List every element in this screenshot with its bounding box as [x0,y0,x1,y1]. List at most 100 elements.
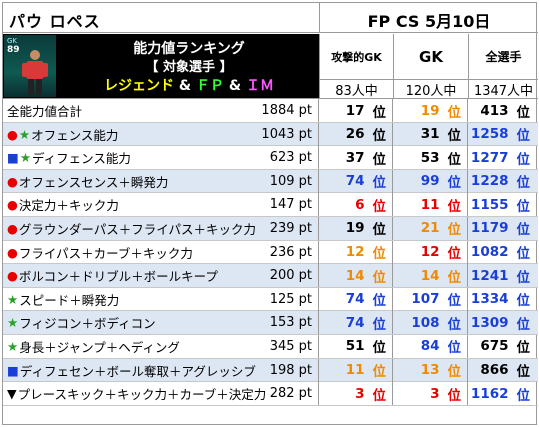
rank-gk: 53 位 [393,146,468,170]
row-label: ▼ プレースキック＋キック力＋カーブ＋決定力 [7,382,266,405]
square-icon: ■ [7,362,19,378]
table-row: ● 決定力＋キック力 147 pt 6 位 11 位 1155 位 [3,193,538,217]
row-value: 239 pt [253,216,319,240]
row-label: ★ 身長＋ジャンプ＋ヘディング [7,335,257,358]
rank-gk: 13 位 [393,358,468,382]
table-row: ● オフェンスセンス＋瞬発力 109 pt 74 位 99 位 1228 位 [3,169,538,194]
row-label-text: ディフェセン＋ボール奪取＋アグレッシブ [19,363,256,379]
row-label-text: グラウンダーパス＋フライパス＋キック力 [18,221,257,237]
row-label-text: ディフェンス能力 [32,151,131,167]
row-label-text: オフェンスセンス＋瞬発力 [18,174,169,190]
rank-attacking-gk: 14 位 [319,264,393,288]
ranking-rows: 全能力値合計 1884 pt 17 位 19 位 413 位 ● ★ オフェンス能力 1043 pt 2… [3,99,538,406]
row-label: ● フライパス＋カーブ＋キック力 [7,241,257,264]
col-header-attacking-gk: 攻撃的GK [319,34,393,79]
row-label: ★ スピード＋瞬発力 [7,288,257,311]
circle-icon: ● [7,126,18,142]
rank-all-players: 866 位 [480,362,530,381]
header-separator [3,98,538,99]
rank-all-players: 1082 位 [470,244,530,263]
rank-gk: 99 位 [393,169,468,193]
rank-all-players: 1228 位 [470,173,530,192]
rank-all-players: 1258 位 [470,126,530,145]
circle-icon: ● [7,197,18,213]
row-value: 109 pt [253,169,319,193]
table-row: ★ スピード＋瞬発力 125 pt 74 位 107 位 1334 位 [3,287,538,312]
row-label-text: 身長＋ジャンプ＋ヘディング [19,339,180,355]
table-row: ● グラウンダーパス＋フライパス＋キック力 239 pt 19 位 21 位 1179 位 [3,216,538,241]
card-position: GK [7,37,18,45]
table-row: ★ 身長＋ジャンプ＋ヘディング 345 pt 51 位 84 位 675 位 [3,334,538,359]
table-row: 全能力値合計 1884 pt 17 位 19 位 413 位 [3,99,538,123]
row-label-text: オフェンス能力 [31,127,119,143]
circle-icon: ● [7,244,18,260]
target-amp-1: & [174,78,196,94]
row-label-text: 決定力＋キック力 [18,198,119,214]
rank-all-players: 1155 位 [470,196,530,215]
circle-icon: ● [7,268,18,284]
rank-attacking-gk: 51 位 [319,334,393,358]
row-value: 153 pt [253,311,319,335]
table-row: ● ★ オフェンス能力 1043 pt 26 位 31 位 1258 位 [3,122,538,147]
target-legend: レジェンド [104,78,175,94]
rank-all-players: 1277 位 [470,149,530,168]
col-header-all-players: 全選手 [468,34,538,79]
row-label: ● ボルコン＋ドリブル＋ボールキープ [7,264,257,287]
row-value: 198 pt [253,358,319,382]
col-count-gk: 120人中 [393,79,468,99]
row-value: 1043 pt [253,122,319,146]
row-label-text: スピード＋瞬発力 [19,292,120,308]
title-banner: GK 89 能力値ランキング 【 対象選手 】 レジェンド & ＦＰ & ＩＭ [3,34,319,98]
rank-attacking-gk: 12 位 [319,240,393,264]
circle-icon: ● [7,220,18,236]
col-header-gk: GK [393,34,468,79]
rank-all-players: 413 位 [480,102,530,121]
rank-attacking-gk: 17 位 [319,99,393,122]
circle-icon: ● [7,173,18,189]
rank-gk: 12 位 [393,240,468,264]
row-label: ■ ★ ディフェンス能力 [7,146,257,169]
star-icon: ★ [7,338,19,354]
rank-all-players: 1179 位 [470,220,530,239]
rank-gk: 21 位 [393,216,468,240]
table-row: ▼ プレースキック＋キック力＋カーブ＋決定力 282 pt 3 位 3 位 1162 位 [3,382,538,406]
header-bar: パウ ロペス FP CS 5月10日 [3,3,538,33]
triangle-down-icon: ▼ [7,386,17,402]
row-value: 236 pt [253,240,319,264]
row-label: ● グラウンダーパス＋フライパス＋キック力 [7,217,257,240]
row-value: 282 pt [253,382,319,406]
header-divider [319,3,320,33]
target-fp: ＦＰ [196,78,224,94]
banner-subtitle: 【 対象選手 】 [145,60,233,75]
row-label: ● オフェンスセンス＋瞬発力 [7,170,257,193]
star-icon: ★ [7,291,19,307]
edition-label: FP CS 5月10日 [367,12,491,31]
banner-title: 能力値ランキング [133,41,245,57]
rank-gk: 14 位 [393,264,468,288]
table-row: ● フライパス＋カーブ＋キック力 236 pt 12 位 12 位 1082 位 [3,240,538,265]
star-icon: ★ [18,126,31,142]
row-label-text: プレースキック＋キック力＋カーブ＋決定力 [17,387,267,403]
star-icon: ★ [7,315,19,331]
row-label: ■ ディフェセン＋ボール奪取＋アグレッシブ [7,359,257,382]
table-row: ★ フィジコン＋ボディコン 153 pt 74 位 108 位 1309 位 [3,311,538,335]
rank-attacking-gk: 11 位 [319,358,393,382]
target-im: ＩＭ [245,78,274,94]
table-row: ■ ディフェセン＋ボール奪取＋アグレッシブ 198 pt 11 位 13 位 866 位 [3,358,538,383]
row-label-text: フライパス＋カーブ＋キック力 [18,245,193,261]
row-value: 345 pt [253,334,319,358]
player-photo: GK 89 [4,35,56,97]
row-label-text: 全能力値合計 [7,104,83,119]
row-value: 1884 pt [253,99,319,122]
banner-target-line: レジェンド & ＦＰ & ＩＭ [59,75,319,95]
player-name: パウ ロペス [9,12,101,31]
col-count-all-players: 1347人中 [468,79,538,99]
rank-gk: 19 位 [393,99,468,122]
row-value: 125 pt [253,287,319,311]
rank-gk: 31 位 [393,122,468,146]
rank-attacking-gk: 74 位 [319,311,393,335]
rank-attacking-gk: 19 位 [319,216,393,240]
